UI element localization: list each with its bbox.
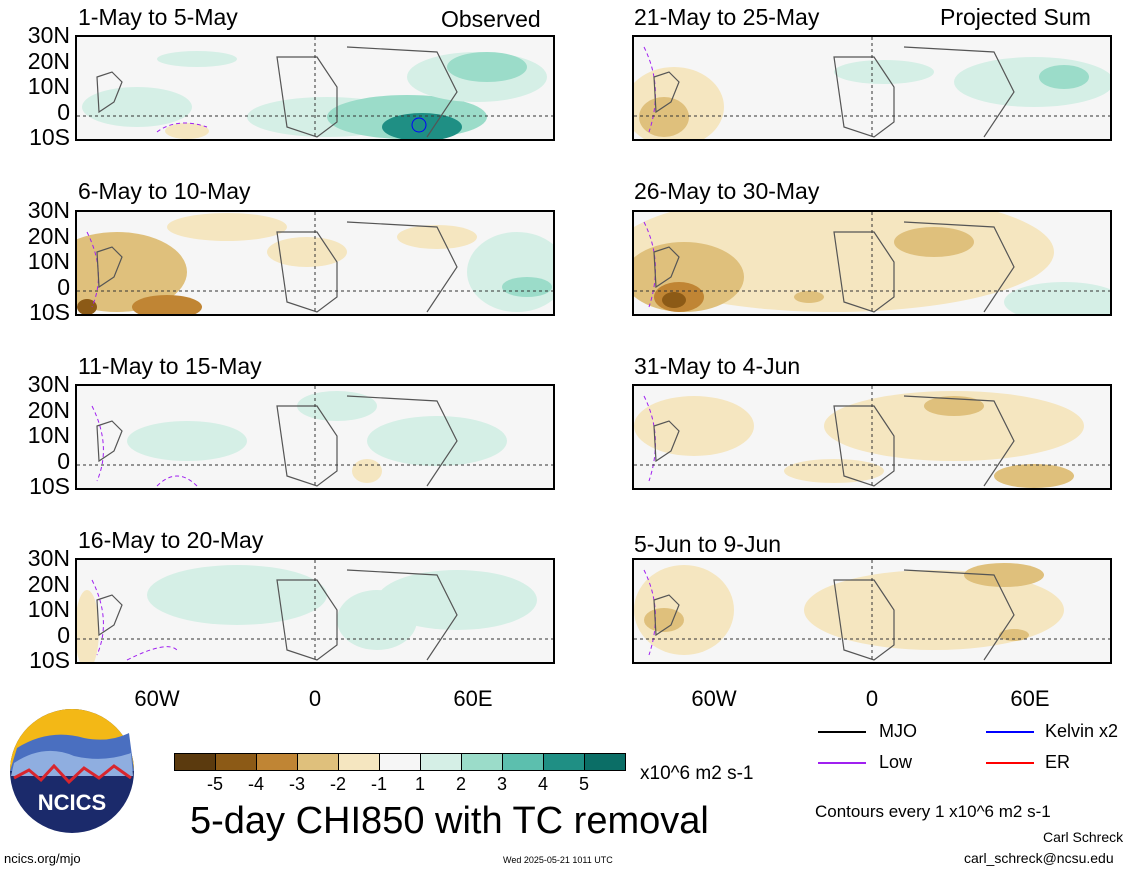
lat-label-row4-1: 20N bbox=[27, 570, 70, 597]
colorbar-label-1: -4 bbox=[247, 774, 264, 794]
colorbar-cell-7 bbox=[461, 753, 503, 771]
lon-label-0-left: 0 bbox=[308, 686, 322, 711]
colorbar-label-7: 3 bbox=[496, 774, 507, 794]
legend-label-kelvin: Kelvin x2 bbox=[1045, 721, 1119, 741]
observed-label: Observed bbox=[441, 6, 541, 32]
panel-title-left-3: 11-May to 15-May bbox=[78, 353, 262, 379]
lon-label-60w-right: 60W bbox=[691, 686, 737, 711]
map-panel-left-3 bbox=[75, 384, 555, 490]
panel-title-right-1: 21-May to 25-May bbox=[634, 4, 820, 30]
logo-text: NCICS bbox=[38, 790, 106, 815]
colorbar-cell-0 bbox=[174, 753, 216, 771]
lat-label-row1-1: 20N bbox=[27, 47, 70, 74]
colorbar-cell-10 bbox=[584, 753, 626, 771]
colorbar-cell-8 bbox=[502, 753, 544, 771]
lat-label-row4-2: 10N bbox=[27, 596, 70, 622]
lat-label-row2-1: 20N bbox=[27, 222, 70, 249]
map-panel-left-1 bbox=[75, 35, 555, 141]
lat-label-row4-4: 10S bbox=[29, 647, 70, 673]
colorbar-label-6: 2 bbox=[455, 774, 466, 794]
colorbar-cell-9 bbox=[543, 753, 585, 771]
lon-label-60e-right: 60E bbox=[1010, 686, 1050, 711]
lat-label-row2-2: 10N bbox=[27, 248, 70, 274]
colorbar-label-5: 1 bbox=[414, 774, 425, 794]
colorbar-label-2: -3 bbox=[288, 774, 305, 794]
lat-label-row3-0: 30N bbox=[27, 371, 70, 397]
legend-label-mjo: MJO bbox=[879, 721, 917, 741]
panel-title-left-2: 6-May to 10-May bbox=[78, 178, 251, 204]
lon-label-60w-left: 60W bbox=[134, 686, 180, 711]
map-panel-right-2 bbox=[632, 210, 1112, 316]
colorbar-cell-5 bbox=[379, 753, 421, 771]
lat-label-row2-4: 10S bbox=[29, 299, 70, 325]
colorbar-cell-2 bbox=[256, 753, 298, 771]
lat-label-row4-3: 0 bbox=[57, 621, 70, 648]
legend-line-low bbox=[818, 762, 866, 764]
timestamp: Wed 2025-05-21 1011 UTC bbox=[503, 855, 613, 865]
lat-label-row2-3: 0 bbox=[57, 273, 70, 300]
map-panel-right-1 bbox=[632, 35, 1112, 141]
colorbar-label-4: -1 bbox=[370, 774, 387, 794]
legend-label-low: Low bbox=[879, 752, 913, 772]
legend-label-er: ER bbox=[1045, 752, 1071, 772]
lat-label-row1-4: 10S bbox=[29, 124, 70, 150]
lat-label-row1-0: 30N bbox=[27, 22, 70, 48]
projected-sum-label: Projected Sum bbox=[940, 4, 1091, 30]
ncics-logo: NCICS bbox=[9, 708, 135, 834]
panel-title-right-2: 26-May to 30-May bbox=[634, 178, 820, 204]
panel-title-right-4: 5-Jun to 9-Jun bbox=[634, 531, 782, 557]
colorbar-label-9: 5 bbox=[578, 774, 589, 794]
lat-label-row3-2: 10N bbox=[27, 422, 70, 448]
lat-label-row1-2: 10N bbox=[27, 73, 70, 99]
colorbar-cell-4 bbox=[338, 753, 380, 771]
lat-label-row3-1: 20N bbox=[27, 396, 70, 423]
author-email: carl_schreck@ncsu.edu bbox=[964, 850, 1114, 866]
colorbar-cell-3 bbox=[297, 753, 339, 771]
map-panel-left-2 bbox=[75, 210, 555, 316]
site-url[interactable]: ncics.org/mjo bbox=[4, 851, 81, 866]
lat-label-row3-3: 0 bbox=[57, 447, 70, 474]
colorbar-unit: x10^6 m2 s-1 bbox=[640, 763, 754, 784]
lat-label-row1-3: 0 bbox=[57, 98, 70, 125]
contours-note: Contours every 1 x10^6 m2 s-1 bbox=[815, 802, 1051, 821]
map-panel-right-3 bbox=[632, 384, 1112, 490]
panel-title-left-4: 16-May to 20-May bbox=[78, 527, 264, 553]
legend-line-er bbox=[986, 762, 1034, 764]
map-panel-right-4 bbox=[632, 558, 1112, 664]
legend-line-kelvin bbox=[986, 731, 1034, 733]
lat-label-row2-0: 30N bbox=[27, 197, 70, 223]
map-panel-left-4 bbox=[75, 558, 555, 664]
lon-label-60e-left: 60E bbox=[453, 686, 493, 711]
panel-title-right-3: 31-May to 4-Jun bbox=[634, 353, 801, 379]
colorbar-cell-6 bbox=[420, 753, 462, 771]
colorbar-label-0: -5 bbox=[206, 774, 223, 794]
colorbar-cell-1 bbox=[215, 753, 257, 771]
lat-label-row3-4: 10S bbox=[29, 473, 70, 499]
panel-title-left-1: 1-May to 5-May bbox=[78, 4, 238, 30]
author-name: Carl Schreck bbox=[1043, 829, 1124, 845]
main-title: 5-day CHI850 with TC removal bbox=[190, 800, 709, 842]
lon-label-0-right: 0 bbox=[865, 686, 879, 711]
lat-label-row4-0: 30N bbox=[27, 545, 70, 571]
colorbar-label-8: 4 bbox=[537, 774, 548, 794]
colorbar-label-3: -2 bbox=[329, 774, 346, 794]
legend-line-mjo bbox=[818, 731, 866, 733]
